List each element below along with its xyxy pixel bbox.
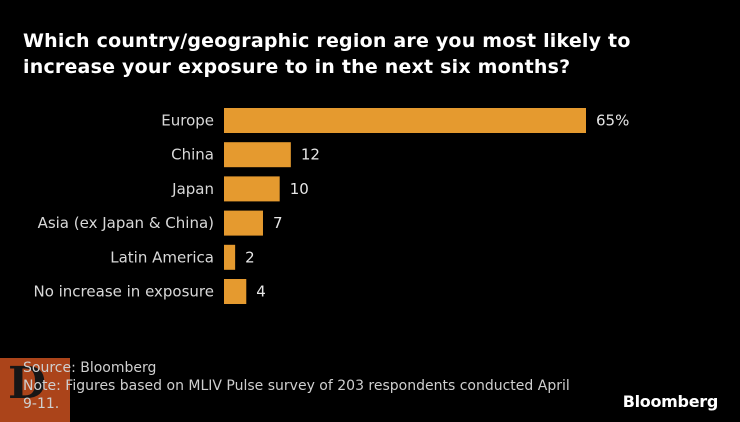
chart-title: Which country/geographic region are you … [23, 30, 631, 78]
methodology-note: Note: Figures based on MLIV Pulse survey… [23, 378, 570, 412]
data-label: 4 [256, 283, 266, 301]
source-note: Source: Bloomberg [23, 360, 157, 376]
bar-chart: Europe 65% China 12 Japan 10 Asia (ex Japan & … [33, 108, 629, 304]
data-label: 10 [290, 180, 309, 198]
category-label: China [171, 146, 214, 164]
category-label: Europe [161, 112, 214, 130]
bloomberg-logo: Bloomberg [622, 392, 719, 411]
category-label: No increase in exposure [33, 283, 214, 301]
watermark-logo-letter: D [8, 358, 47, 409]
category-label: Asia (ex Japan & China) [38, 214, 214, 232]
bar [224, 142, 291, 168]
bar [224, 244, 236, 270]
chart-footer: Source: Bloomberg Note: Figures based on… [23, 359, 583, 413]
bar [224, 176, 280, 202]
bar [224, 210, 263, 236]
data-label: 7 [273, 214, 283, 232]
category-label: Latin America [110, 248, 214, 266]
category-label: Japan [171, 180, 214, 198]
data-label: 2 [245, 248, 255, 266]
bar [224, 108, 586, 133]
watermark-logo: D [0, 358, 70, 422]
data-label: 12 [301, 146, 320, 164]
bar [224, 279, 247, 304]
data-label: 65% [596, 112, 629, 130]
